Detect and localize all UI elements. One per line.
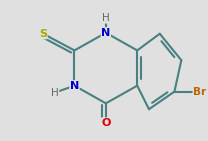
Text: N: N (70, 81, 79, 91)
Text: O: O (101, 118, 110, 128)
Text: H: H (102, 13, 110, 23)
Text: S: S (39, 29, 47, 39)
Text: H: H (51, 88, 59, 98)
Text: N: N (101, 28, 110, 38)
Text: Br: Br (193, 87, 206, 97)
